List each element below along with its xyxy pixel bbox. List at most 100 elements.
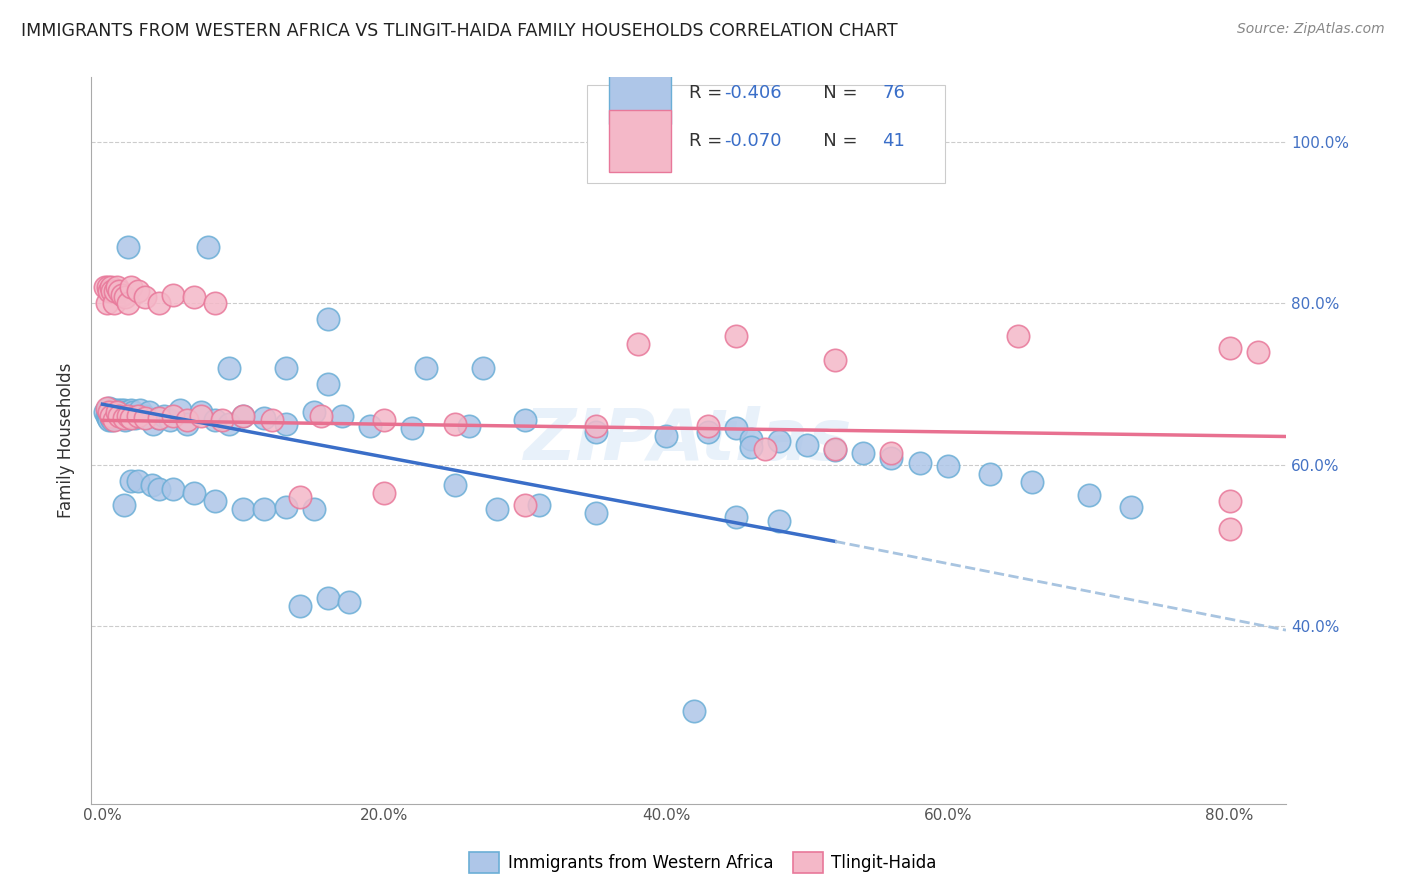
Point	[529, 498, 551, 512]
Point	[112, 402, 135, 417]
Point	[309, 409, 332, 424]
FancyBboxPatch shape	[609, 110, 671, 172]
Text: Source: ZipAtlas.com: Source: ZipAtlas.com	[1237, 22, 1385, 37]
Point	[1007, 328, 1029, 343]
Point	[148, 296, 170, 310]
Point	[190, 405, 212, 419]
FancyBboxPatch shape	[609, 62, 671, 124]
Point	[585, 419, 607, 434]
Point	[373, 413, 395, 427]
Point	[134, 411, 156, 425]
Point	[134, 409, 156, 424]
Point	[585, 425, 607, 440]
Point	[1077, 488, 1099, 502]
Point	[114, 290, 136, 304]
Point	[127, 474, 149, 488]
Point	[585, 506, 607, 520]
Text: 41: 41	[882, 132, 905, 150]
Point	[316, 591, 339, 605]
Point	[513, 498, 536, 512]
Point	[138, 405, 160, 419]
Point	[96, 296, 118, 310]
Point	[112, 409, 135, 424]
Point	[98, 401, 121, 416]
Point	[121, 409, 143, 424]
Point	[740, 432, 762, 446]
Point	[111, 405, 134, 419]
Point	[232, 502, 254, 516]
Point	[97, 280, 120, 294]
Point	[415, 360, 437, 375]
Point	[302, 405, 325, 419]
Point	[274, 360, 297, 375]
Point	[211, 413, 233, 427]
Text: R =: R =	[689, 132, 727, 150]
Text: R =: R =	[689, 84, 727, 102]
Point	[117, 296, 139, 310]
Point	[768, 434, 790, 448]
Point	[108, 411, 131, 425]
Point	[111, 411, 134, 425]
Point	[115, 409, 138, 424]
Point	[330, 409, 353, 424]
Point	[288, 490, 311, 504]
Point	[117, 409, 139, 424]
Point	[97, 402, 120, 417]
Point	[127, 409, 149, 424]
Point	[373, 486, 395, 500]
Point	[100, 409, 122, 424]
Point	[627, 336, 650, 351]
Point	[169, 402, 191, 417]
Point	[103, 405, 125, 419]
Point	[98, 409, 121, 424]
Point	[107, 409, 129, 424]
Point	[697, 419, 720, 434]
FancyBboxPatch shape	[586, 85, 945, 183]
Point	[725, 421, 748, 435]
Point	[443, 478, 465, 492]
Point	[880, 451, 903, 466]
Point	[824, 443, 846, 458]
Point	[101, 285, 124, 299]
Point	[108, 409, 131, 424]
Point	[754, 442, 776, 456]
Point	[124, 411, 146, 425]
Point	[159, 413, 181, 427]
Point	[112, 411, 135, 425]
Point	[101, 402, 124, 417]
Text: N =: N =	[806, 84, 863, 102]
Point	[127, 285, 149, 299]
Point	[141, 478, 163, 492]
Point	[127, 409, 149, 424]
Point	[104, 285, 127, 299]
Point	[105, 280, 128, 294]
Point	[112, 498, 135, 512]
Point	[117, 240, 139, 254]
Point	[740, 440, 762, 454]
Point	[359, 419, 381, 434]
Point	[204, 413, 226, 427]
Point	[134, 290, 156, 304]
Legend: Immigrants from Western Africa, Tlingit-Haida: Immigrants from Western Africa, Tlingit-…	[463, 846, 943, 880]
Point	[197, 240, 219, 254]
Point	[101, 413, 124, 427]
Point	[148, 411, 170, 425]
Point	[176, 417, 198, 432]
Point	[96, 401, 118, 416]
Text: -0.070: -0.070	[724, 132, 782, 150]
Point	[176, 413, 198, 427]
Point	[120, 474, 142, 488]
Point	[232, 409, 254, 424]
Point	[103, 411, 125, 425]
Point	[103, 296, 125, 310]
Text: 76: 76	[882, 84, 905, 102]
Point	[1119, 500, 1142, 514]
Point	[100, 411, 122, 425]
Point	[100, 405, 122, 419]
Point	[101, 409, 124, 424]
Point	[401, 421, 423, 435]
Point	[114, 405, 136, 419]
Point	[880, 445, 903, 459]
Text: ZIPAtlas: ZIPAtlas	[524, 406, 853, 475]
Point	[100, 280, 122, 294]
